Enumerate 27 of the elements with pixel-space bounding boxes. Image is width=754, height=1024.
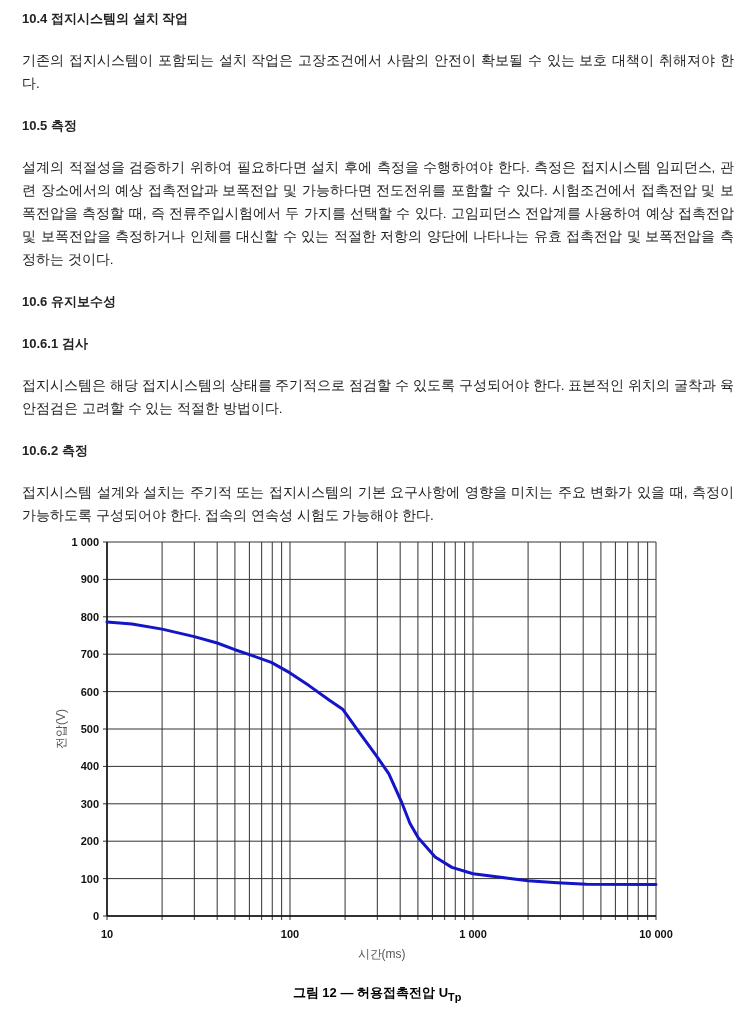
y-tick-label: 500 [80, 723, 99, 735]
x-axis-title: 시간(ms) [357, 947, 406, 961]
x-tick-label: 10 000 [639, 928, 673, 940]
text: 10.6 유지보수성 [22, 293, 117, 311]
y-tick-label: 200 [80, 835, 99, 848]
y-tick-label: 900 [80, 573, 99, 586]
y-tick-label: 400 [80, 760, 99, 773]
y-tick-label: 800 [80, 610, 99, 623]
text: 설계의 적절성을 검증하기 위하여 필요하다면 설치 후에 측정을 수행하여야 한다. 측정은 접지시스템 임피던스, 관련 장소에서의 예상 접촉전압과 보폭전압 및 가능하다면 전도전위를 포함할 수 있다. 시험조건에서 접촉전압 및 보폭전압을 측정할 때, 즉 전류주입시험에서 두 가지를 선택할 수 있다. 고임피던스 전압계를 사용하여 예상 접촉전압 및 보폭전압을 측정하거나 인체를 대신할 수 있는 적절한 저항의 양단에 나타나는 유효 접촉전압 및 보폭전압을 측정하는 것이다. [22, 159, 734, 269]
x-tick-label: 10 [100, 928, 114, 940]
x-tick-label: 100 [280, 928, 300, 940]
text: 기존의 접지시스템이 포함되는 설치 작업은 고장조건에서 사람의 안전이 확보될 수 있는 보호 대책이 취해져야 한다. [22, 52, 734, 93]
y-tick-label: 100 [80, 872, 99, 885]
text: 10.5 측정 [22, 117, 78, 135]
y-axis-title: 전압(V) [54, 709, 68, 749]
text: 10.6.1 검사 [22, 335, 89, 353]
x-tick-label: 1 000 [459, 928, 487, 940]
y-tick-label: 300 [80, 797, 99, 810]
text: 접지시스템은 해당 접지시스템의 상태를 주기적으로 점검할 수 있도록 구성되어야 한다. 표본적인 위치의 굴착과 육안점검은 고려할 수 있는 적절한 방법이다. [22, 377, 734, 418]
y-tick-label: 0 [92, 910, 99, 922]
text: 접지시스템 설계와 설치는 주기적 또는 접지시스템의 기본 요구사항에 영향을 미치는 주요 변화가 있을 때, 측정이 가능하도록 구성되어야 한다. 접속의 연속성 시험도 가능해야 한다. [22, 484, 734, 525]
y-tick-label: 1 000 [71, 536, 99, 548]
text: 10.6.2 측정 [22, 442, 89, 460]
text: 10.4 접지시스템의 설치 작업 [22, 10, 190, 28]
text: 그림 12 — 허용접촉전압 U$_{Tp}$ [291, 984, 463, 1003]
y-tick-label: 700 [80, 648, 99, 661]
y-tick-label: 600 [80, 685, 99, 698]
